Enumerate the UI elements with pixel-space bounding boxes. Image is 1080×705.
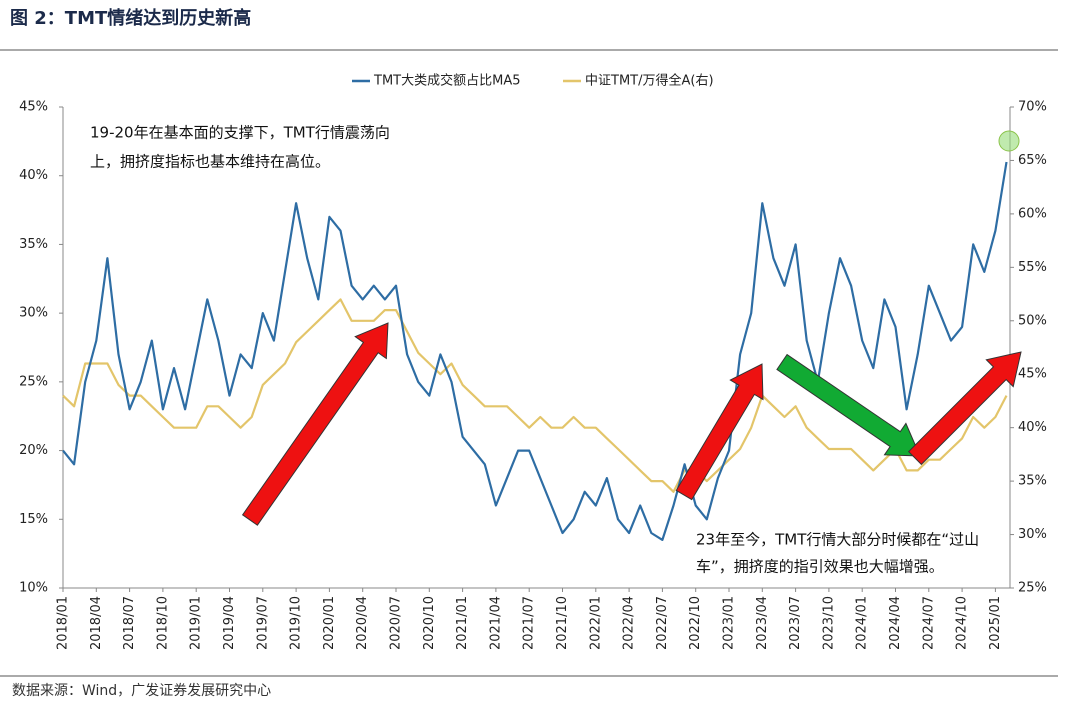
annotation: 23年至今，TMT行情大部分时候都在“过山 bbox=[696, 531, 979, 549]
x-tick-label: 2020/07 bbox=[389, 596, 404, 650]
y-tick-label: 45% bbox=[19, 100, 48, 115]
x-tick-label: 2018/07 bbox=[122, 596, 137, 650]
y2-tick-label: 30% bbox=[1018, 527, 1047, 542]
x-tick-label: 2023/10 bbox=[821, 596, 836, 650]
y2-tick-label: 55% bbox=[1018, 260, 1047, 275]
source: 数据来源：Wind，广发证券发展研究中心 bbox=[12, 683, 271, 699]
x-tick-label: 2021/01 bbox=[455, 596, 470, 650]
arrow bbox=[675, 363, 764, 501]
x-tick-label: 2024/10 bbox=[955, 596, 970, 650]
x-tick-label: 2020/10 bbox=[422, 596, 437, 650]
annotation: 19-20年在基本面的支撑下，TMT行情震荡向 bbox=[90, 124, 390, 142]
x-tick-label: 2024/07 bbox=[921, 596, 936, 650]
x-tick-label: 2019/07 bbox=[255, 596, 270, 650]
annotation: 车”，拥挤度的指引效果也大幅增强。 bbox=[696, 558, 944, 576]
y-tick-label: 35% bbox=[19, 237, 48, 252]
y-tick-label: 10% bbox=[19, 581, 48, 596]
x-tick-label: 2025/01 bbox=[988, 596, 1003, 650]
x-tick-label: 2018/10 bbox=[155, 596, 170, 650]
y-tick-label: 15% bbox=[19, 512, 48, 527]
x-tick-label: 2018/04 bbox=[89, 596, 104, 650]
highlight bbox=[998, 130, 1020, 152]
annotation: 上，拥挤度指标也基本维持在高位。 bbox=[90, 153, 330, 171]
x-tick-label: 2023/04 bbox=[755, 596, 770, 650]
x-tick-label: 2020/01 bbox=[322, 596, 337, 650]
x-tick-label: 2022/01 bbox=[588, 596, 603, 650]
chart-title: 图 2：TMT情绪达到历史新高 bbox=[10, 7, 251, 29]
series-line bbox=[62, 161, 1008, 541]
x-tick-label: 2021/04 bbox=[488, 596, 503, 650]
x-tick-label: 2023/01 bbox=[722, 596, 737, 650]
legend-label: 中证TMT/万得全A(右) bbox=[585, 73, 714, 89]
y2-tick-label: 35% bbox=[1018, 474, 1047, 489]
series-line bbox=[62, 298, 1008, 493]
x-tick-label: 2024/01 bbox=[855, 596, 870, 650]
y2-tick-label: 65% bbox=[1018, 153, 1047, 168]
x-tick-label: 2019/10 bbox=[289, 596, 304, 650]
x-tick-label: 2024/04 bbox=[888, 596, 903, 650]
arrow bbox=[776, 353, 921, 457]
x-tick-label: 2019/01 bbox=[189, 596, 204, 650]
y-tick-label: 30% bbox=[19, 306, 48, 321]
y2-tick-label: 25% bbox=[1018, 581, 1047, 596]
x-tick-label: 2022/07 bbox=[655, 596, 670, 650]
legend-label: TMT大类成交额占比MA5 bbox=[373, 73, 520, 89]
y2-tick-label: 70% bbox=[1018, 100, 1047, 115]
x-tick-label: 2022/10 bbox=[688, 596, 703, 650]
arrow bbox=[907, 351, 1022, 466]
x-tick-label: 2018/01 bbox=[56, 596, 71, 650]
y2-tick-label: 50% bbox=[1018, 313, 1047, 328]
x-tick-label: 2020/04 bbox=[355, 596, 370, 650]
y-tick-label: 25% bbox=[19, 374, 48, 389]
y-tick-label: 40% bbox=[19, 168, 48, 183]
y2-tick-label: 60% bbox=[1018, 206, 1047, 221]
y-tick-label: 20% bbox=[19, 443, 48, 458]
y2-tick-label: 45% bbox=[1018, 367, 1047, 382]
x-tick-label: 2022/04 bbox=[622, 596, 637, 650]
arrow bbox=[241, 322, 389, 526]
x-tick-label: 2023/07 bbox=[788, 596, 803, 650]
x-tick-label: 2021/10 bbox=[555, 596, 570, 650]
y2-tick-label: 40% bbox=[1018, 420, 1047, 435]
x-tick-label: 2021/07 bbox=[522, 596, 537, 650]
x-tick-label: 2019/04 bbox=[222, 596, 237, 650]
